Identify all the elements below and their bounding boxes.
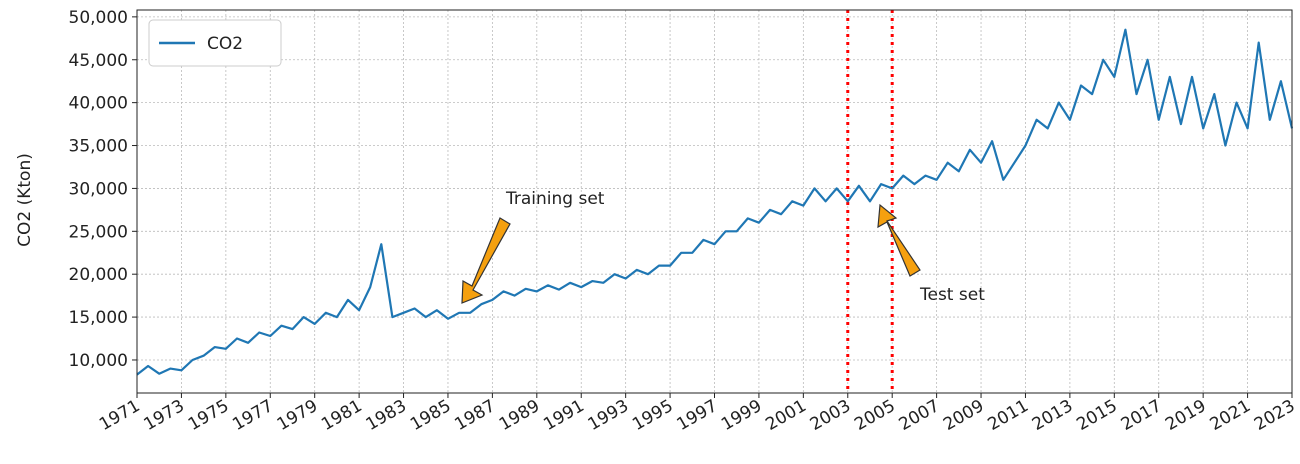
x-tick-label: 2009 <box>940 396 987 435</box>
x-tick-label: 2013 <box>1029 396 1076 435</box>
x-tick-label: 1991 <box>540 396 587 435</box>
y-tick-label: 45,000 <box>69 51 128 71</box>
x-tick-label: 1995 <box>629 396 676 435</box>
x-tick-label: 1999 <box>718 396 765 435</box>
x-tick-label: 2005 <box>851 396 898 435</box>
y-tick-label: 10,000 <box>69 351 128 371</box>
y-axis-label: CO2 (Kton) <box>15 153 35 247</box>
x-tick-label: 2021 <box>1207 396 1254 435</box>
x-tick-label: 1985 <box>407 396 454 435</box>
data-line <box>136 28 1294 376</box>
y-tick-label: 15,000 <box>69 308 128 328</box>
y-tick-label: 35,000 <box>69 137 128 157</box>
x-tick-label: 2011 <box>984 396 1031 435</box>
y-tick-label: 30,000 <box>69 179 128 199</box>
x-tick-label: 1973 <box>140 396 187 435</box>
x-tick-label: 2019 <box>1162 396 1209 435</box>
x-tick-label: 1971 <box>96 396 143 435</box>
y-tick-label: 40,000 <box>69 94 128 114</box>
x-tick-label: 2003 <box>807 396 854 435</box>
x-tick-label: 2007 <box>896 396 943 435</box>
x-tick-label: 2015 <box>1073 396 1120 435</box>
y-tick-label: 20,000 <box>69 265 128 285</box>
annotation-arrow <box>461 217 511 304</box>
annotation: Test set <box>919 285 985 305</box>
legend-label: CO2 <box>207 34 243 54</box>
x-tick-label: 1979 <box>274 396 321 435</box>
annotation: Training set <box>505 189 605 209</box>
x-tick-label: 1977 <box>229 396 276 435</box>
annotation-arrow <box>877 203 921 277</box>
x-tick-label: 2023 <box>1251 396 1298 435</box>
plot: 10,000 15,000 20,000 25,000 30,000 35,000 40,0… <box>69 8 1299 435</box>
plot-frame <box>136 9 1293 394</box>
x-tick-label: 1987 <box>451 396 498 435</box>
y-tick-label: 25,000 <box>69 222 128 242</box>
x-tick-label: 1989 <box>496 396 543 435</box>
y-tick-label: 50,000 <box>69 8 128 28</box>
x-tick-label: 1975 <box>185 396 232 435</box>
x-tick-label: 2017 <box>1118 396 1165 435</box>
x-tick-label: 2001 <box>762 396 809 435</box>
x-tick-label: 1997 <box>674 396 721 435</box>
x-tick-label: 1981 <box>318 396 365 435</box>
x-tick-label: 1993 <box>585 396 632 435</box>
x-tick-label: 1983 <box>363 396 410 435</box>
legend-box <box>148 19 282 67</box>
